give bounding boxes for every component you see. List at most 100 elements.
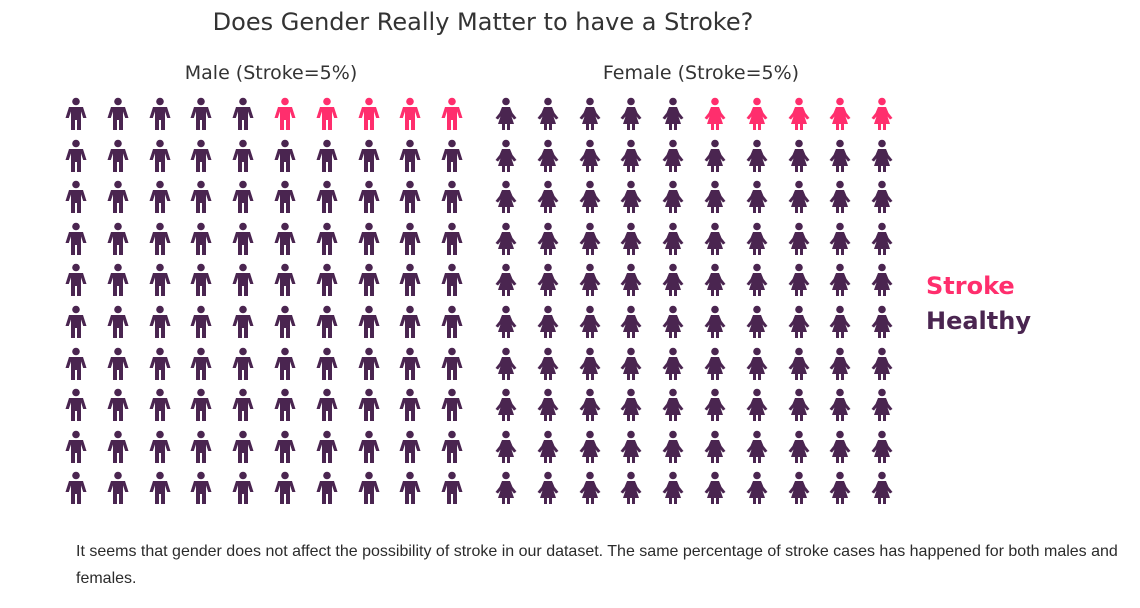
healthy-male-person-icon <box>65 222 87 255</box>
healthy-male-person-icon <box>190 472 212 505</box>
healthy-female-person-icon <box>620 347 642 380</box>
healthy-female-person-icon <box>704 264 726 297</box>
healthy-male-person-icon <box>107 430 129 463</box>
stroke-male-person-icon <box>358 97 380 130</box>
healthy-male-person-icon <box>190 222 212 255</box>
healthy-male-person-icon <box>358 222 380 255</box>
healthy-female-person-icon <box>579 472 601 505</box>
stroke-male-person-icon <box>441 97 463 130</box>
healthy-female-person-icon <box>579 305 601 338</box>
healthy-female-person-icon <box>620 472 642 505</box>
healthy-female-person-icon <box>788 222 810 255</box>
healthy-male-person-icon <box>274 264 296 297</box>
healthy-female-person-icon <box>788 388 810 422</box>
healthy-female-person-icon <box>704 305 726 338</box>
healthy-male-person-icon <box>441 264 463 297</box>
healthy-female-person-icon <box>871 472 893 505</box>
healthy-male-person-icon <box>190 139 212 172</box>
healthy-female-person-icon <box>788 347 810 380</box>
healthy-female-person-icon <box>495 347 517 380</box>
healthy-female-person-icon <box>788 139 810 172</box>
healthy-female-person-icon <box>788 472 810 505</box>
stroke-female-person-icon <box>829 97 851 130</box>
healthy-female-person-icon <box>871 264 893 297</box>
healthy-male-person-icon <box>232 430 254 463</box>
healthy-male-person-icon <box>190 347 212 380</box>
healthy-male-person-icon <box>190 180 212 214</box>
healthy-male-person-icon <box>316 180 338 214</box>
healthy-male-person-icon <box>316 388 338 422</box>
healthy-female-person-icon <box>662 139 684 172</box>
healthy-male-person-icon <box>274 139 296 172</box>
healthy-female-person-icon <box>495 97 517 130</box>
healthy-male-person-icon <box>65 347 87 380</box>
healthy-female-person-icon <box>537 264 559 297</box>
healthy-female-person-icon <box>829 305 851 338</box>
healthy-female-person-icon <box>829 472 851 505</box>
healthy-male-person-icon <box>441 305 463 338</box>
healthy-male-person-icon <box>399 430 421 463</box>
healthy-female-person-icon <box>495 305 517 338</box>
healthy-male-person-icon <box>149 222 171 255</box>
healthy-male-person-icon <box>358 388 380 422</box>
healthy-female-person-icon <box>662 472 684 505</box>
healthy-female-person-icon <box>788 264 810 297</box>
healthy-male-person-icon <box>316 305 338 338</box>
healthy-female-person-icon <box>495 430 517 463</box>
healthy-female-person-icon <box>495 264 517 297</box>
healthy-male-person-icon <box>358 472 380 505</box>
healthy-female-person-icon <box>495 180 517 214</box>
healthy-female-person-icon <box>579 97 601 130</box>
healthy-female-person-icon <box>537 388 559 422</box>
healthy-male-person-icon <box>274 472 296 505</box>
healthy-female-person-icon <box>746 180 768 214</box>
healthy-male-person-icon <box>149 305 171 338</box>
healthy-female-person-icon <box>788 430 810 463</box>
healthy-female-person-icon <box>829 264 851 297</box>
healthy-female-person-icon <box>704 222 726 255</box>
healthy-female-person-icon <box>662 97 684 130</box>
healthy-male-person-icon <box>190 264 212 297</box>
healthy-female-person-icon <box>704 388 726 422</box>
healthy-female-person-icon <box>662 430 684 463</box>
healthy-male-person-icon <box>399 222 421 255</box>
healthy-female-person-icon <box>829 180 851 214</box>
healthy-male-person-icon <box>107 222 129 255</box>
healthy-male-person-icon <box>399 264 421 297</box>
healthy-male-person-icon <box>107 388 129 422</box>
healthy-female-person-icon <box>579 430 601 463</box>
healthy-male-person-icon <box>107 139 129 172</box>
healthy-male-person-icon <box>441 472 463 505</box>
healthy-male-person-icon <box>149 180 171 214</box>
healthy-male-person-icon <box>107 472 129 505</box>
healthy-female-person-icon <box>871 430 893 463</box>
healthy-male-person-icon <box>358 180 380 214</box>
healthy-female-person-icon <box>746 139 768 172</box>
healthy-male-person-icon <box>232 222 254 255</box>
healthy-female-person-icon <box>662 305 684 338</box>
healthy-male-person-icon <box>316 139 338 172</box>
healthy-female-person-icon <box>620 430 642 463</box>
healthy-male-person-icon <box>274 222 296 255</box>
healthy-male-person-icon <box>441 222 463 255</box>
healthy-male-person-icon <box>316 264 338 297</box>
chart-title: Does Gender Really Matter to have a Stro… <box>212 8 754 36</box>
healthy-female-person-icon <box>829 347 851 380</box>
healthy-male-person-icon <box>65 97 87 130</box>
healthy-female-person-icon <box>662 180 684 214</box>
healthy-female-person-icon <box>871 305 893 338</box>
healthy-male-person-icon <box>232 139 254 172</box>
healthy-male-person-icon <box>441 180 463 214</box>
healthy-male-person-icon <box>358 139 380 172</box>
stroke-male-person-icon <box>316 97 338 130</box>
healthy-female-person-icon <box>579 139 601 172</box>
healthy-female-person-icon <box>620 180 642 214</box>
healthy-female-person-icon <box>704 430 726 463</box>
healthy-male-person-icon <box>274 305 296 338</box>
healthy-female-person-icon <box>620 97 642 130</box>
healthy-female-person-icon <box>537 97 559 130</box>
healthy-female-person-icon <box>829 388 851 422</box>
healthy-female-person-icon <box>537 180 559 214</box>
healthy-male-person-icon <box>149 97 171 130</box>
stroke-female-person-icon <box>746 97 768 130</box>
